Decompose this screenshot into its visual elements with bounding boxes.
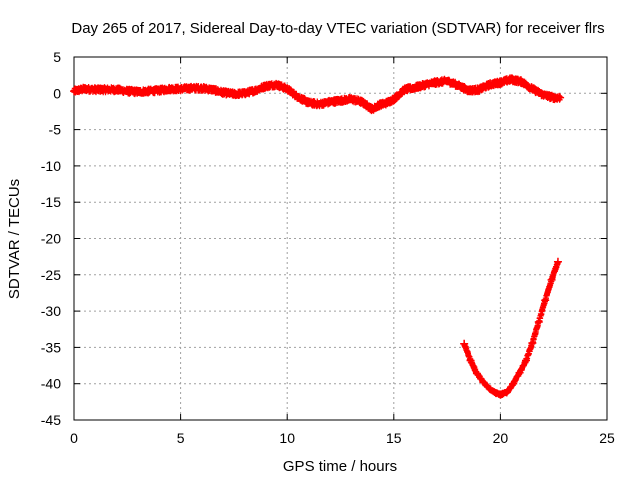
x-axis-label: GPS time / hours	[283, 458, 397, 475]
data-point	[521, 356, 530, 365]
data-point	[517, 77, 526, 86]
data-point	[464, 86, 473, 95]
y-tick-label: -10	[41, 158, 61, 174]
data-points	[71, 74, 563, 115]
data-point	[91, 85, 100, 94]
data-point	[304, 98, 313, 107]
x-tick-label: 0	[70, 430, 78, 446]
series-2	[460, 257, 562, 399]
data-point	[123, 87, 132, 96]
data-point	[460, 339, 469, 348]
data-points	[461, 259, 561, 399]
data-point	[325, 98, 334, 107]
data-point	[485, 80, 494, 89]
data-point	[336, 96, 345, 105]
data-point	[541, 296, 550, 305]
data-point	[553, 257, 562, 266]
data-point	[421, 80, 430, 89]
y-tick-label: -20	[41, 231, 61, 247]
axis-ticks: 0 5 10 15 20 25 5 0 -5 -10 -15 -20 -25 -30 -35 -40 -45	[41, 49, 615, 446]
data-point	[496, 390, 505, 399]
data-point	[357, 98, 366, 107]
y-tick-label: -5	[49, 122, 62, 138]
data-point	[229, 90, 238, 99]
x-tick-label: 20	[493, 430, 509, 446]
y-axis-label: SDTVAR / TECUs	[6, 179, 23, 299]
data-point	[272, 80, 281, 89]
data-point	[466, 356, 475, 365]
data-point	[534, 317, 543, 326]
data-point	[539, 90, 548, 99]
data-point	[368, 105, 377, 114]
data-point	[80, 84, 89, 93]
data-point	[472, 369, 481, 378]
data-point	[389, 95, 398, 104]
data-point	[528, 84, 537, 93]
data-point	[197, 84, 206, 93]
grid	[74, 57, 607, 420]
data-point	[219, 88, 228, 97]
data-point	[485, 384, 494, 393]
data-point	[411, 83, 420, 92]
data-point	[208, 85, 217, 94]
y-tick-label: -25	[41, 267, 61, 283]
data-point	[165, 84, 174, 93]
data-point	[443, 76, 452, 85]
y-tick-label: -15	[41, 194, 61, 210]
data-point	[293, 92, 302, 101]
data-point	[515, 368, 524, 377]
data-point	[432, 78, 441, 87]
x-tick-label: 15	[386, 430, 402, 446]
data-point	[556, 93, 565, 102]
data-point	[187, 84, 196, 93]
data-point	[479, 378, 488, 387]
data-point	[315, 100, 324, 109]
data-point	[496, 78, 505, 87]
y-tick-label: -30	[41, 303, 61, 319]
data-point	[453, 81, 462, 90]
data-point	[240, 89, 249, 98]
data-point	[502, 388, 511, 397]
data-point	[261, 82, 270, 91]
x-tick-label: 5	[177, 430, 185, 446]
y-tick-label: -45	[41, 412, 61, 428]
data-point	[475, 85, 484, 94]
y-tick-label: -35	[41, 339, 61, 355]
data-point	[374, 100, 383, 109]
data-point	[492, 389, 501, 398]
data-point	[155, 86, 164, 95]
data-point	[251, 86, 260, 95]
y-tick-label: 0	[53, 85, 61, 101]
data-point	[400, 85, 409, 94]
data-point	[347, 95, 356, 104]
data-point	[101, 85, 110, 94]
data-point	[112, 85, 121, 94]
data-point	[176, 84, 185, 93]
x-tick-label: 25	[599, 430, 615, 446]
data-point	[528, 339, 537, 348]
data-point	[133, 87, 142, 96]
y-tick-label: -40	[41, 376, 61, 392]
chart-title: Day 265 of 2017, Sidereal Day-to-day VTE…	[71, 20, 604, 37]
x-tick-label: 10	[279, 430, 295, 446]
data-point	[381, 99, 390, 108]
data-point	[509, 379, 518, 388]
y-tick-label: 5	[53, 49, 61, 65]
data-point	[507, 75, 516, 84]
series-1	[70, 74, 565, 115]
data-point	[70, 87, 78, 96]
data-series	[70, 74, 565, 399]
data-point	[144, 87, 153, 96]
data-point	[547, 275, 556, 284]
data-point	[283, 84, 292, 93]
